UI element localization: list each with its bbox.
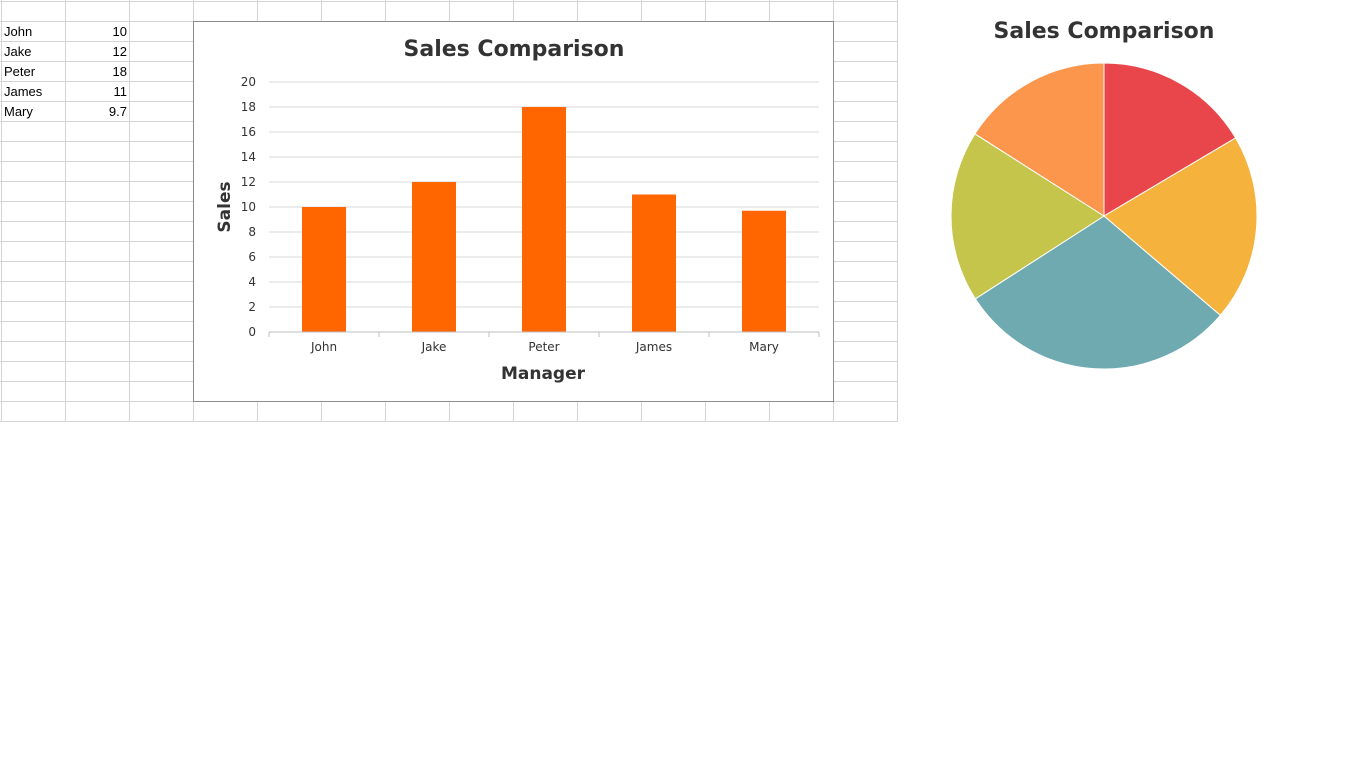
- y-tick-label: 6: [248, 250, 256, 264]
- cell-b3[interactable]: 18: [112, 64, 127, 79]
- pie-chart[interactable]: Sales Comparison: [900, 0, 1320, 420]
- x-axis: [268, 331, 820, 337]
- bar-mary[interactable]: [742, 210, 786, 332]
- x-tick-label: Mary: [749, 340, 779, 354]
- x-axis-ticks: John Jake Peter James Mary: [310, 340, 779, 354]
- cell-b4[interactable]: 11: [113, 84, 128, 99]
- x-tick-label: James: [635, 340, 672, 354]
- pie-slice-john[interactable]: [1103, 62, 1237, 217]
- cell-b5[interactable]: 9.7: [108, 104, 127, 119]
- cell-a4[interactable]: James: [4, 84, 43, 99]
- x-tick-label: Peter: [528, 340, 559, 354]
- cell-b1[interactable]: 10: [112, 24, 127, 39]
- bar-james[interactable]: [632, 194, 676, 333]
- cell-a3[interactable]: Peter: [4, 64, 36, 79]
- cell-a2[interactable]: Jake: [4, 44, 32, 59]
- cell-a1[interactable]: John: [4, 24, 33, 39]
- pie-chart-svg: Sales Comparison: [950, 19, 1258, 370]
- cell-b2[interactable]: 12: [112, 44, 127, 59]
- x-tick-label: Jake: [421, 340, 447, 354]
- bar-chart-title: Sales Comparison: [404, 37, 625, 62]
- y-tick-label: 14: [241, 150, 256, 164]
- pie-slice-peter[interactable]: [974, 215, 1222, 370]
- y-tick-label: 8: [248, 225, 256, 239]
- y-tick-label: 18: [241, 100, 256, 114]
- y-tick-label: 4: [248, 275, 256, 289]
- y-tick-label: 12: [241, 175, 256, 189]
- x-axis-title: Manager: [501, 364, 586, 384]
- pie-series: [950, 62, 1258, 370]
- y-tick-label: 10: [241, 200, 256, 214]
- bar-peter[interactable]: [522, 107, 566, 332]
- cell-a5[interactable]: Mary: [4, 104, 33, 119]
- y-tick-label: 16: [241, 125, 256, 139]
- bar-jake[interactable]: [412, 182, 456, 332]
- x-tick-label: John: [310, 340, 337, 354]
- y-axis-ticks: 0 2 4 6 8 10 12 14 16 18 20: [241, 75, 256, 339]
- y-tick-label: 0: [248, 325, 256, 339]
- pie-slice-jake[interactable]: [1103, 137, 1258, 317]
- y-tick-label: 20: [241, 75, 256, 89]
- y-axis-title: Sales: [215, 181, 235, 232]
- pie-slice-james[interactable]: [950, 133, 1105, 300]
- pie-chart-title: Sales Comparison: [994, 19, 1215, 44]
- y-tick-label: 2: [248, 300, 256, 314]
- bar-chart[interactable]: Sales Comparison 0 2 4 6 8 10 12 14 16 18 20 John J…: [193, 21, 834, 402]
- bar-john[interactable]: [302, 207, 346, 332]
- bar-series: [302, 107, 786, 332]
- pie-slice-mary[interactable]: [974, 62, 1105, 217]
